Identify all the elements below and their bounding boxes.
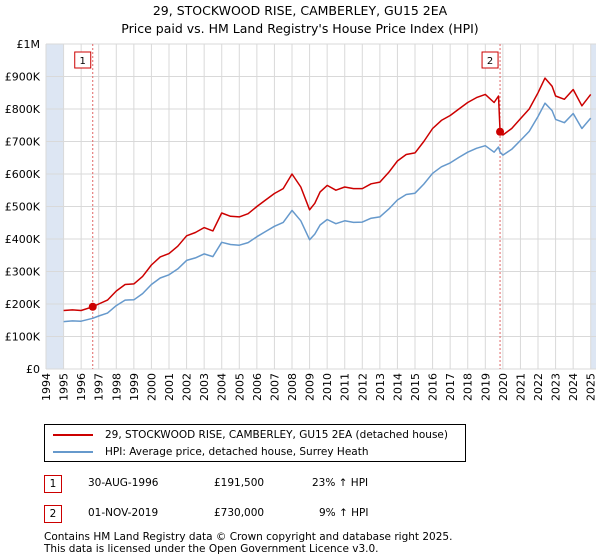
x-tick-label-28: 2022 [532,373,545,401]
x-tick-label-24: 2018 [462,373,475,401]
sale-badge-1: 1 [44,475,62,493]
sale-label-2: 2 [487,56,493,67]
x-tick-label-9: 2003 [198,373,211,401]
x-tick-label-8: 2002 [181,373,194,401]
y-tick-label-7: £700K [5,136,41,149]
legend: 29, STOCKWOOD RISE, CAMBERLEY, GU15 2EA … [44,424,466,462]
x-tick-label-12: 2006 [251,373,264,401]
sale-box-2 [481,51,499,69]
chart-title: 29, STOCKWOOD RISE, CAMBERLEY, GU15 2EA [152,3,448,18]
legend-label-property: 29, STOCKWOOD RISE, CAMBERLEY, GU15 2EA … [105,429,448,441]
series-line-property [63,77,592,312]
sale-hpi-1: 23% ↑ HPI [312,477,369,489]
legend-swatch-hpi [53,451,93,453]
y-tick-label-2: £200K [5,298,41,311]
x-tick-label-10: 2004 [216,373,229,401]
x-tick-label-19: 2013 [374,373,387,401]
x-tick-label-15: 2009 [304,373,317,401]
legend-item-property: 29, STOCKWOOD RISE, CAMBERLEY, GU15 2EA … [53,427,448,443]
sale-badge-2: 2 [44,505,62,523]
x-tick-label-18: 2012 [356,373,369,401]
x-tick-label-21: 2015 [409,373,422,401]
x-tick-label-0: 1994 [40,373,53,401]
legend-label-hpi: HPI: Average price, detached house, Surr… [105,446,369,458]
x-tick-label-29: 2023 [550,373,563,401]
y-tick-label-5: £500K [5,201,41,214]
x-tick-label-14: 2008 [286,373,299,401]
y-tick-label-9: £900K [5,71,41,84]
x-tick-label-6: 2000 [145,373,158,401]
x-tick-label-27: 2021 [514,373,527,401]
y-tick-label-6: £600K [5,168,41,181]
series-line-hpi [63,102,592,323]
x-tick-label-1: 1995 [58,373,71,401]
y-tick-label-0: £0 [26,363,40,376]
x-tick-label-11: 2005 [233,373,246,401]
price-chart: £0 £100K £200K £300K £400K £500K £600K £700K £80… [5,38,598,401]
chart-subtitle: Price paid vs. HM Land Registry's House … [121,21,479,36]
sale-point-1 [88,302,97,311]
x-tick-label-3: 1997 [93,373,106,401]
x-tick-label-23: 2017 [444,373,457,401]
footer-licence: This data is licensed under the Open Gov… [44,543,379,555]
x-tick-label-5: 1999 [128,373,141,401]
sale-price-2: £730,000 [214,507,265,519]
sale-hpi-2: 9% ↑ HPI [319,507,369,519]
footer-copyright: Contains HM Land Registry data © Crown c… [44,531,453,543]
x-tick-label-13: 2007 [268,373,281,401]
x-tick-label-26: 2020 [497,373,510,401]
sale-date-1: 30-AUG-1996 [88,477,159,489]
legend-swatch-property [53,434,93,436]
x-tick-label-17: 2011 [339,373,352,401]
x-tick-label-20: 2014 [391,373,404,401]
sale-price-1: £191,500 [214,477,265,489]
x-tick-label-16: 2010 [321,373,334,401]
y-tick-label-8: £800K [5,103,41,116]
x-tick-label-31: 2025 [585,373,598,401]
y-tick-label-3: £300K [5,266,41,279]
x-tick-label-25: 2019 [479,373,492,401]
sale-point-2 [496,127,505,136]
y-tick-label-1: £100K [5,331,41,344]
sale-label-1: 1 [80,56,86,67]
y-tick-label-10: £1M [17,38,41,51]
sale-box-1 [74,51,92,69]
legend-item-hpi: HPI: Average price, detached house, Surr… [53,444,368,460]
x-tick-label-7: 2001 [163,373,176,401]
x-tick-label-30: 2024 [567,373,580,401]
x-tick-label-2: 1996 [75,373,88,401]
x-tick-label-4: 1998 [110,373,123,401]
x-tick-label-22: 2016 [427,373,440,401]
y-tick-label-4: £400K [5,233,41,246]
sale-date-2: 01-NOV-2019 [88,507,159,519]
